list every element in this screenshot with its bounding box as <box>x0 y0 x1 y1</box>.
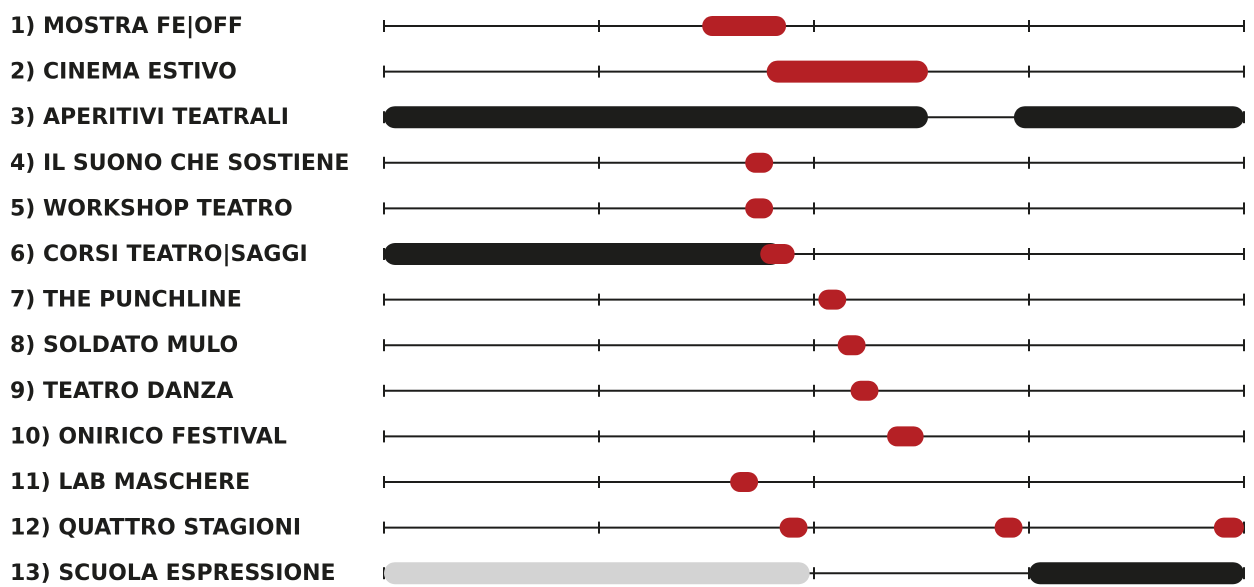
row-label: 13) SCUOLA ESPRESSIONE <box>10 561 336 586</box>
timeline-row: 8) SOLDATO MULO <box>10 333 1245 358</box>
timeline-bar <box>760 244 795 264</box>
timeline-row: 6) CORSI TEATRO|SAGGI <box>10 242 1245 267</box>
timeline-row: 1) MOSTRA FE|OFF <box>10 14 1245 39</box>
timeline-row: 7) THE PUNCHLINE <box>10 288 1245 313</box>
timeline-bar <box>818 289 847 310</box>
row-label: 9) TEATRO DANZA <box>10 379 233 404</box>
timeline-row: 3) APERITIVI TEATRALI <box>10 105 1245 130</box>
row-label: 12) QUATTRO STAGIONI <box>10 516 301 541</box>
row-label: 7) THE PUNCHLINE <box>10 288 242 313</box>
timeline-row: 13) SCUOLA ESPRESSIONE <box>10 561 1245 586</box>
timeline-bar <box>730 472 759 492</box>
timeline-bar <box>1013 106 1244 129</box>
timeline-row: 9) TEATRO DANZA <box>10 379 1245 404</box>
row-label: 2) CINEMA ESTIVO <box>10 60 237 85</box>
row-label: 3) APERITIVI TEATRALI <box>10 105 289 130</box>
timeline-bar <box>384 106 928 129</box>
timeline-bar <box>745 152 774 173</box>
row-label: 10) ONIRICO FESTIVAL <box>10 424 287 449</box>
timeline-bar <box>779 517 808 538</box>
row-label: 8) SOLDATO MULO <box>10 333 238 358</box>
timeline-bar <box>384 562 810 585</box>
timeline-row: 11) LAB MASCHERE <box>10 470 1245 495</box>
timeline-bar <box>887 426 924 447</box>
timeline-bar <box>384 243 782 265</box>
timeline-row: 12) QUATTRO STAGIONI <box>10 516 1245 541</box>
timeline-bar <box>850 380 879 401</box>
timeline-row: 10) ONIRICO FESTIVAL <box>10 424 1245 449</box>
timeline-bar <box>702 16 787 36</box>
rows-layer: 1) MOSTRA FE|OFF 2) CINEMA ESTIVO 3) APERI… <box>10 14 1245 586</box>
timeline-bar <box>1213 517 1244 538</box>
row-label: 6) CORSI TEATRO|SAGGI <box>10 242 308 267</box>
row-label: 1) MOSTRA FE|OFF <box>10 14 243 39</box>
timeline-bar <box>994 517 1023 538</box>
timeline-row: 4) IL SUONO CHE SOSTIENE <box>10 151 1245 176</box>
timeline-bar <box>745 198 774 219</box>
timeline-bar <box>837 335 866 356</box>
row-label: 5) WORKSHOP TEATRO <box>10 196 293 221</box>
timeline-bar <box>766 60 928 83</box>
timeline-row: 5) WORKSHOP TEATRO <box>10 196 1245 221</box>
row-label: 4) IL SUONO CHE SOSTIENE <box>10 151 349 176</box>
row-label: 11) LAB MASCHERE <box>10 470 250 495</box>
timeline-row: 2) CINEMA ESTIVO <box>10 60 1245 85</box>
timeline-bar <box>1029 562 1244 585</box>
